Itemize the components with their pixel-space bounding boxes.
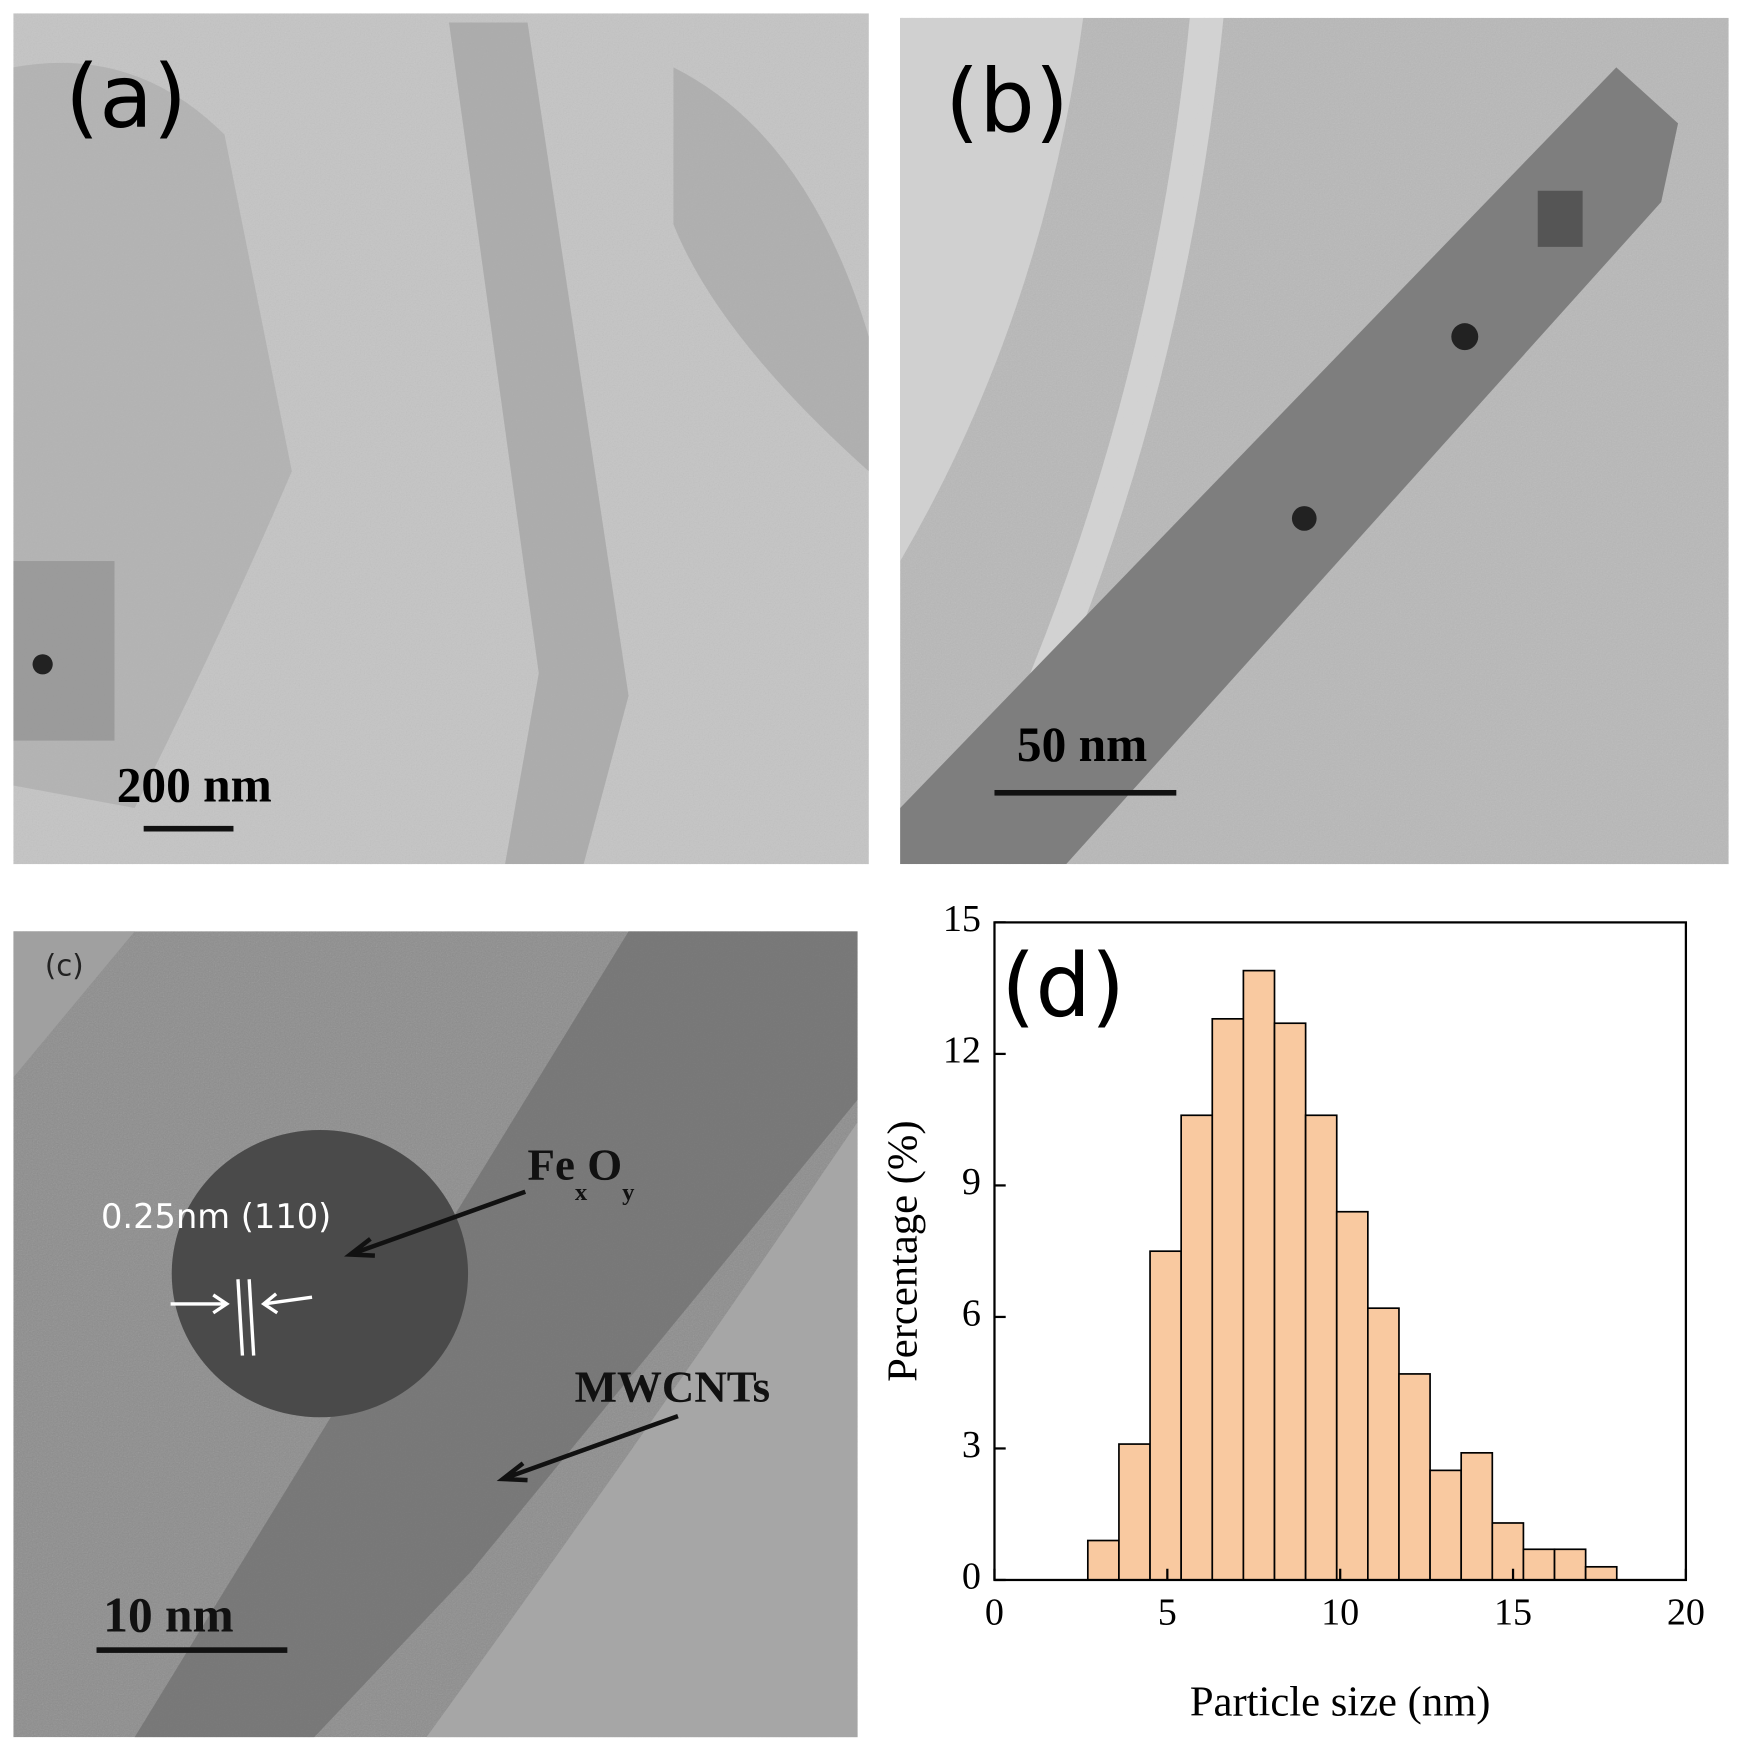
- panel-b: (b) 50 nm: [900, 17, 1729, 865]
- x-tick-label: 15: [1494, 1592, 1532, 1634]
- tube: [448, 22, 629, 865]
- scale-bar-label: 10 nm: [103, 1588, 233, 1643]
- scale-bar: [143, 825, 234, 832]
- panel-label: (b): [945, 51, 1069, 153]
- panel-c: (c) 0.25nm (110) FexOy MWCNTs 10 nm: [13, 931, 858, 1738]
- y-tick-label: 3: [962, 1424, 981, 1466]
- bar: [1118, 1443, 1151, 1581]
- y-axis-label: Percentage (%): [880, 1120, 927, 1381]
- bar: [1398, 1373, 1431, 1581]
- y-tick-label: 6: [962, 1293, 981, 1335]
- scale-bar-label: 200 nm: [117, 757, 272, 812]
- bar: [1086, 1539, 1120, 1581]
- particle: [1537, 190, 1583, 247]
- arrow: [344, 1189, 527, 1258]
- particle: [1451, 323, 1479, 351]
- bar: [1273, 1022, 1307, 1581]
- text: x: [575, 1179, 588, 1206]
- bar: [1491, 1522, 1525, 1581]
- x-tick-label: 0: [985, 1592, 1004, 1634]
- panel-label: (c): [45, 948, 84, 982]
- y-tick-label: 12: [943, 1030, 981, 1072]
- scale-bar: [96, 1647, 288, 1653]
- bar: [1367, 1307, 1400, 1581]
- panel-a: (a) 200 nm: [13, 13, 869, 865]
- tube-wall: [942, 17, 1224, 865]
- film-edge: [900, 17, 1084, 562]
- nanotube: [900, 67, 1679, 865]
- text: O: [587, 1140, 622, 1190]
- x-tick-label: 10: [1321, 1592, 1359, 1634]
- scale-bar-label: 50 nm: [1017, 717, 1147, 772]
- bar: [1335, 1210, 1369, 1581]
- tube-label: MWCNTs: [575, 1362, 770, 1412]
- panel-label: (a): [65, 46, 187, 148]
- arrow: [170, 1292, 313, 1315]
- bar: [1522, 1548, 1556, 1581]
- arrow: [496, 1414, 679, 1483]
- background: [426, 1122, 858, 1738]
- tube: [13, 561, 115, 741]
- histogram-chart: (d) Particle size (nm) Percentage (%) 0 5…: [880, 898, 1705, 1725]
- panel-label: (d): [1001, 935, 1125, 1037]
- particle: [1291, 506, 1317, 531]
- bar: [1460, 1451, 1494, 1581]
- text: y: [622, 1179, 635, 1206]
- bar: [1211, 1017, 1245, 1581]
- tube: [673, 67, 869, 472]
- bar: [1584, 1565, 1618, 1581]
- y-tick-label: 9: [962, 1161, 981, 1203]
- bar: [1429, 1469, 1463, 1581]
- bar: [1553, 1548, 1587, 1581]
- lattice-label: 0.25nm (110): [101, 1197, 331, 1236]
- scale-bar: [994, 789, 1177, 796]
- nanotube: [134, 931, 858, 1738]
- bar: [1149, 1250, 1183, 1581]
- particle: [32, 654, 53, 675]
- bar: [1180, 1114, 1214, 1581]
- bar: [1304, 1114, 1338, 1581]
- lattice-line: [247, 1279, 256, 1356]
- x-tick-label: 20: [1667, 1592, 1705, 1634]
- text: Fe: [528, 1140, 575, 1190]
- particle-label: FexOy: [528, 1140, 636, 1206]
- x-axis-label: Particle size (nm): [1190, 1678, 1491, 1725]
- x-tick-label: 5: [1158, 1592, 1177, 1634]
- y-tick-label: 0: [962, 1556, 981, 1598]
- lattice-line: [236, 1279, 245, 1356]
- particle: [171, 1129, 469, 1418]
- y-tick-label: 15: [943, 898, 981, 940]
- background: [13, 931, 135, 1078]
- bar: [1242, 969, 1276, 1581]
